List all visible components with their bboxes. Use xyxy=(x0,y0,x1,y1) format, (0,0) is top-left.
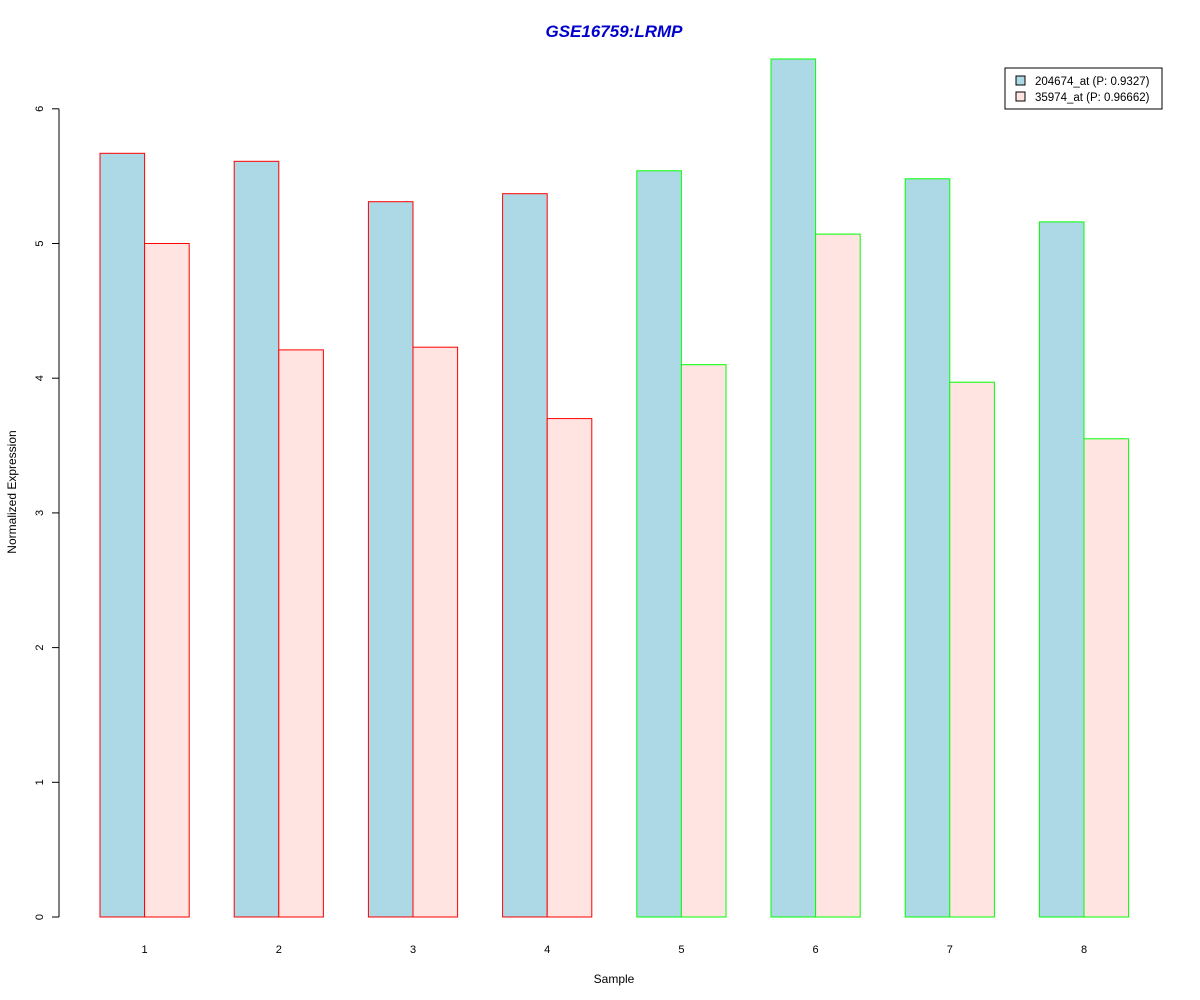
y-tick-label: 5 xyxy=(34,240,46,246)
legend-swatch xyxy=(1015,91,1026,102)
bar-sample-4-series-2 xyxy=(546,418,593,918)
legend-box xyxy=(1004,67,1163,110)
legend-swatch xyxy=(1015,75,1026,86)
x-tick-label: 6 xyxy=(813,944,819,956)
bar-sample-2-series-2 xyxy=(278,349,324,918)
x-tick-label: 4 xyxy=(544,944,550,956)
legend: 204674_at (P: 0.9327) 35974_at (P: 0.9666… xyxy=(1004,67,1163,110)
y-tick-label: 1 xyxy=(34,779,46,785)
bar-sample-1-series-2 xyxy=(144,243,190,918)
y-tick-label: 2 xyxy=(34,645,46,651)
bar-sample-8-series-1 xyxy=(1038,221,1085,918)
bar-sample-5-series-2 xyxy=(680,364,727,918)
y-tick-label: 4 xyxy=(34,375,46,381)
bar-sample-3-series-1 xyxy=(367,201,414,918)
legend-label: 35974_at (P: 0.96662) xyxy=(1035,92,1150,104)
x-tick-label: 1 xyxy=(142,944,148,956)
bar-sample-1-series-1 xyxy=(99,152,146,918)
chart-title: GSE16759:LRMP xyxy=(546,22,684,41)
bar-sample-7-series-1 xyxy=(904,178,951,918)
bar-sample-5-series-1 xyxy=(636,170,682,918)
y-axis-label: Normalized Expression xyxy=(5,430,19,553)
x-axis-label: Sample xyxy=(594,972,635,986)
bar-sample-7-series-2 xyxy=(949,381,995,918)
x-axis: 1 2 3 4 5 6 7 8 xyxy=(142,944,1088,956)
legend-label: 204674_at (P: 0.9327) xyxy=(1035,76,1150,88)
x-tick-label: 7 xyxy=(947,944,953,956)
y-tick-label: 0 xyxy=(34,914,46,920)
x-tick-label: 5 xyxy=(678,944,684,956)
x-tick-label: 2 xyxy=(276,944,282,956)
bar-sample-2-series-1 xyxy=(233,160,280,918)
y-tick-label: 6 xyxy=(34,106,46,112)
bar-sample-6-series-2 xyxy=(815,233,861,918)
y-tick-label: 3 xyxy=(34,510,46,516)
bar-sample-8-series-2 xyxy=(1083,438,1130,918)
bar-sample-3-series-2 xyxy=(412,346,459,918)
bar-sample-6-series-1 xyxy=(770,58,817,918)
x-tick-label: 3 xyxy=(410,944,416,956)
y-axis: 0 1 2 3 4 5 6 xyxy=(34,106,60,920)
bars-group xyxy=(99,58,1130,918)
x-tick-label: 8 xyxy=(1081,944,1087,956)
bar-sample-4-series-1 xyxy=(502,193,548,918)
